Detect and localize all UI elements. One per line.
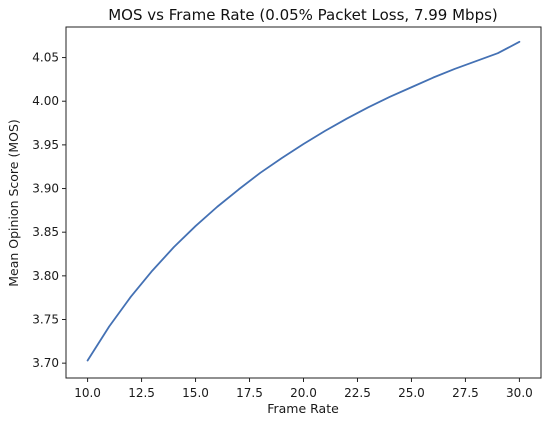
y-tick-label: 3.70 [32,356,59,370]
y-tick-label: 3.85 [32,225,59,239]
x-tick-label: 30.0 [506,386,533,400]
x-tick-label: 10.0 [74,386,101,400]
x-tick-label: 15.0 [182,386,209,400]
series-layer [86,40,521,362]
x-tick-label: 17.5 [236,386,263,400]
x-tick-label: 20.0 [290,386,317,400]
x-tick-label: 12.5 [128,386,155,400]
x-axis-label: Frame Rate [267,401,339,416]
y-tick-label: 3.75 [32,313,59,327]
series-line-mos [86,40,521,362]
y-tick-label: 4.00 [32,94,59,108]
y-tick-label: 3.95 [32,138,59,152]
x-tick-label: 22.5 [344,386,371,400]
y-axis: 3.70 3.75 3.80 3.85 3.90 3.95 4.00 4.05 [32,51,66,370]
y-axis-label: Mean Opinion Score (MOS) [6,119,21,287]
y-tick-label: 3.80 [32,269,59,283]
x-axis: 10.0 12.5 15.0 17.5 20.0 22.5 25.0 27.5 30.0 [74,378,533,400]
y-tick-label: 4.05 [32,51,59,65]
plot-area-frame [65,26,542,379]
x-tick-label: 25.0 [398,386,425,400]
x-tick-label: 27.5 [452,386,479,400]
chart-title: MOS vs Frame Rate (0.05% Packet Loss, 7.… [108,6,498,24]
y-tick-label: 3.90 [32,182,59,196]
